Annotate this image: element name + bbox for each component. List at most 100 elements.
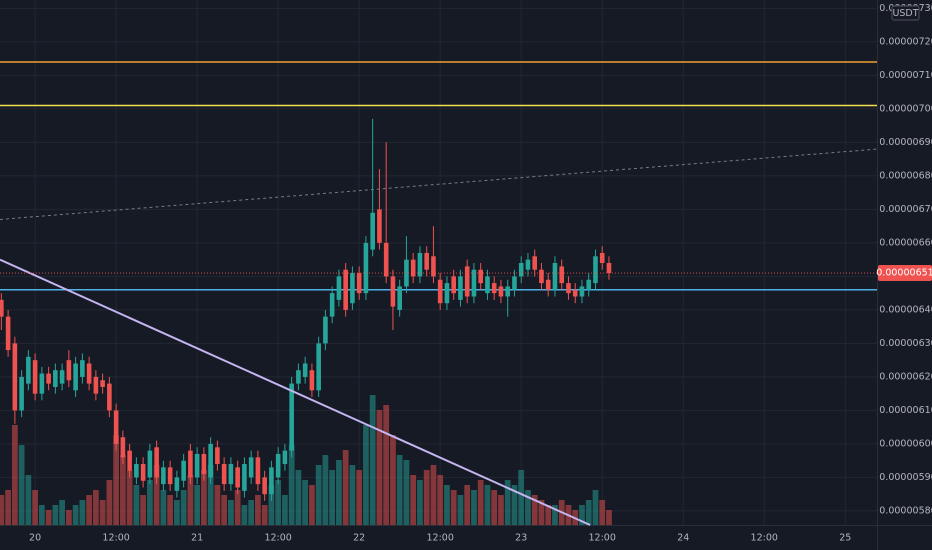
y-tick-label: 0.00000610 xyxy=(879,405,932,416)
candle-body xyxy=(437,279,443,304)
volume-bar xyxy=(99,500,106,525)
volume-bar xyxy=(383,405,390,525)
volume-bar xyxy=(606,510,612,525)
volume-bar xyxy=(201,470,207,525)
last-price-label: 0.00000651 xyxy=(876,268,932,279)
candle-body xyxy=(390,276,396,307)
candle-body xyxy=(431,256,436,277)
volume-bar xyxy=(194,485,201,525)
candle-body xyxy=(579,286,585,297)
candle-body xyxy=(147,450,153,478)
candle-body xyxy=(397,286,402,310)
volume-bar xyxy=(504,480,511,525)
candle-body xyxy=(505,286,510,297)
volume-bar xyxy=(79,500,86,525)
volume-bar xyxy=(349,465,356,525)
volume-bar xyxy=(0,495,5,525)
currency-label: USDT xyxy=(892,8,918,19)
candle-body xyxy=(19,376,24,411)
volume-bar xyxy=(180,490,187,525)
volume-bar xyxy=(52,505,59,525)
candle-body xyxy=(350,273,355,304)
y-tick-label: 0.00000600 xyxy=(879,438,932,449)
volume-bar xyxy=(491,490,498,525)
y-tick-label: 0.00000620 xyxy=(879,371,932,382)
volume-bar xyxy=(498,495,504,525)
candle-body xyxy=(383,242,389,277)
volume-bar xyxy=(322,455,329,525)
candle-body xyxy=(336,276,342,300)
candle-body xyxy=(255,457,261,485)
volume-bar xyxy=(450,490,457,525)
candle-body xyxy=(424,252,429,270)
x-tick-label: 21 xyxy=(191,533,203,544)
volume-bar xyxy=(295,470,302,525)
candle-body xyxy=(329,293,335,317)
volume-bar xyxy=(437,475,444,525)
trend-line xyxy=(0,148,878,220)
volume-bar xyxy=(5,490,11,525)
candle-body xyxy=(458,276,463,300)
candle-body xyxy=(12,343,18,411)
y-tick-label: 0.00000690 xyxy=(879,137,932,148)
candle-body xyxy=(140,464,146,481)
y-tick-label: 0.00000660 xyxy=(879,237,932,248)
y-tick-label: 0.00000670 xyxy=(879,204,932,215)
volume-bar xyxy=(72,505,79,525)
volume-bar xyxy=(86,495,92,525)
volume-bar xyxy=(390,435,396,525)
candle-body xyxy=(525,259,531,270)
y-tick-label: 0.00000680 xyxy=(879,170,932,181)
volume-bar xyxy=(585,500,592,525)
candle-body xyxy=(545,279,551,290)
volume-bar xyxy=(18,445,25,525)
candle-body xyxy=(242,464,247,491)
candle-body xyxy=(302,363,308,377)
volume-bar xyxy=(471,490,477,525)
candle-body xyxy=(0,299,4,317)
candle-body xyxy=(599,252,605,264)
volume-bar xyxy=(457,495,464,525)
candle-body xyxy=(181,460,186,481)
candle-body xyxy=(100,380,105,387)
candle-body xyxy=(275,453,281,478)
last-price-box xyxy=(878,265,932,282)
candle-body xyxy=(262,477,267,495)
candle-body xyxy=(86,363,92,384)
candle-body xyxy=(46,373,51,384)
candle-body xyxy=(26,356,31,384)
volume-bar xyxy=(518,470,525,525)
candle-body xyxy=(80,360,85,377)
x-tick-label: 25 xyxy=(839,533,851,544)
candle-body xyxy=(289,383,294,451)
candle-body xyxy=(586,279,592,290)
volume-bar xyxy=(430,465,437,525)
volume-bar xyxy=(511,485,518,525)
volume-bar xyxy=(363,425,369,525)
volume-bar xyxy=(275,480,282,525)
volume-bar xyxy=(268,485,275,525)
volume-bar xyxy=(288,445,295,525)
candle-body xyxy=(316,343,321,391)
candle-body xyxy=(464,266,470,297)
candle-body xyxy=(53,370,58,387)
candle-body xyxy=(154,447,159,478)
volume-bar xyxy=(119,455,126,525)
volume-bar xyxy=(153,465,160,525)
candle-body xyxy=(356,273,362,294)
candle-body xyxy=(201,453,207,475)
candle-body xyxy=(73,363,78,391)
volume-bar xyxy=(336,460,342,525)
volume-bar xyxy=(32,490,38,525)
volume-bar xyxy=(45,510,52,525)
candle-body xyxy=(323,316,328,344)
x-tick-label: 12:00 xyxy=(426,533,453,544)
candle-body xyxy=(566,283,571,294)
candle-body xyxy=(539,269,544,284)
volume-bar xyxy=(579,505,585,525)
candle-body xyxy=(296,370,301,384)
x-tick-label: 24 xyxy=(677,533,689,544)
volume-bar xyxy=(302,480,309,525)
volume-bar xyxy=(174,500,180,525)
candle-body xyxy=(559,266,565,284)
